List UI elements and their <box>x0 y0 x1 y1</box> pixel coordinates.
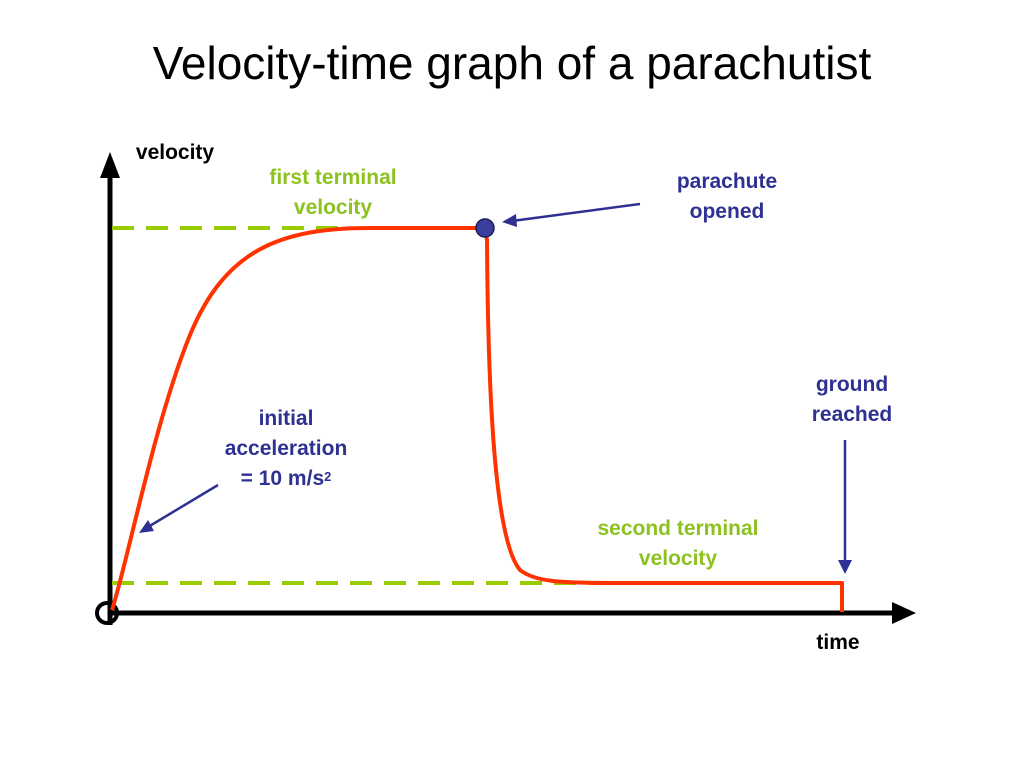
y-axis-arrowhead <box>100 152 120 178</box>
ground-line2: reached <box>811 403 893 426</box>
parachute-arrow <box>511 202 641 223</box>
second-terminal-line1: second terminal <box>597 517 759 540</box>
x-axis-arrowhead <box>892 602 916 624</box>
parachute-line1: parachute <box>676 170 778 193</box>
x-axis-label: time <box>816 631 860 654</box>
first-terminal-line1: first terminal <box>269 166 397 189</box>
acceleration-arrow <box>147 483 219 529</box>
initial-line3-text: = 10 m/s <box>240 467 325 490</box>
ground-reached-label: ground reached <box>772 370 932 430</box>
parachute-arrowhead <box>502 214 517 227</box>
parachute-line2: opened <box>689 200 765 223</box>
initial-line3: = 10 m/s2 <box>186 464 386 494</box>
first-terminal-line2: velocity <box>293 196 373 219</box>
origin-marker <box>95 601 119 625</box>
initial-line1: initial <box>258 407 314 430</box>
parachute-opened-label: parachute opened <box>637 167 817 227</box>
initial-acceleration-label: initial acceleration = 10 m/s2 <box>186 404 386 494</box>
acceleration-arrowhead <box>139 520 154 533</box>
first-terminal-velocity-label: first terminal velocity <box>233 163 433 223</box>
second-terminal-velocity-label: second terminal velocity <box>568 514 788 574</box>
velocity-curve <box>110 226 844 612</box>
slide-title: Velocity-time graph of a parachutist <box>152 37 872 89</box>
ground-line1: ground <box>815 373 889 396</box>
y-axis-label: velocity <box>135 141 215 164</box>
ground-arrowhead <box>838 560 852 574</box>
initial-line2: acceleration <box>224 437 348 460</box>
second-terminal-line2: velocity <box>638 547 718 570</box>
initial-line3-superscript: 2 <box>324 469 332 484</box>
parachute-opened-marker <box>475 218 495 238</box>
